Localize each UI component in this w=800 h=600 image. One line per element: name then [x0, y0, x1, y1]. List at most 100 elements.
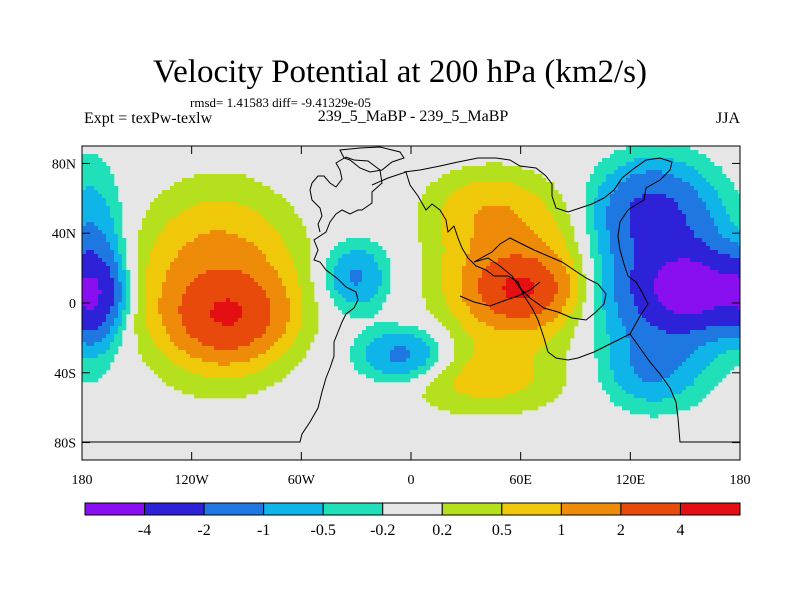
field-cell — [618, 278, 623, 283]
field-cell — [718, 186, 723, 191]
field-cell — [674, 314, 679, 319]
field-cell — [298, 286, 303, 291]
field-cell — [494, 194, 499, 199]
field-cell — [662, 250, 667, 255]
field-cell — [426, 230, 431, 235]
field-cell — [702, 250, 707, 255]
field-cell — [522, 262, 527, 267]
field-cell — [254, 286, 259, 291]
field-cell — [490, 274, 495, 279]
field-cell — [198, 266, 203, 271]
field-cell — [474, 298, 479, 303]
field-cell — [518, 218, 523, 223]
field-cell — [98, 246, 103, 251]
field-cell — [442, 294, 447, 299]
field-cell — [226, 182, 231, 187]
field-cell — [154, 246, 159, 251]
field-cell — [454, 254, 459, 259]
field-cell — [706, 202, 711, 207]
field-cell — [250, 298, 255, 303]
field-cell — [638, 146, 643, 151]
field-cell — [286, 234, 291, 239]
field-cell — [674, 162, 679, 167]
field-cell — [82, 202, 87, 207]
field-cell — [102, 294, 107, 299]
field-cell — [446, 186, 451, 191]
field-cell — [154, 206, 159, 211]
field-cell — [478, 198, 483, 203]
field-cell — [710, 178, 715, 183]
field-cell — [230, 282, 235, 287]
field-cell — [718, 166, 723, 171]
field-cell — [682, 306, 687, 311]
field-cell — [614, 230, 619, 235]
field-cell — [738, 194, 741, 199]
field-cell — [626, 198, 631, 203]
field-cell — [86, 282, 91, 287]
field-cell — [558, 298, 563, 303]
field-cell — [154, 254, 159, 259]
field-cell — [526, 270, 531, 275]
field-cell — [158, 258, 163, 263]
field-cell — [182, 202, 187, 207]
field-cell — [526, 214, 531, 219]
field-cell — [266, 222, 271, 227]
field-cell — [530, 266, 535, 271]
field-cell — [114, 262, 119, 267]
field-cell — [106, 202, 111, 207]
field-cell — [166, 210, 171, 215]
field-cell — [178, 182, 183, 187]
field-cell — [674, 190, 679, 195]
field-cell — [282, 258, 287, 263]
field-cell — [638, 178, 643, 183]
field-cell — [446, 246, 451, 251]
field-cell — [274, 210, 279, 215]
field-cell — [86, 186, 91, 191]
field-cell — [722, 226, 727, 231]
field-cell — [146, 294, 151, 299]
field-cell — [546, 286, 551, 291]
field-cell — [202, 306, 207, 311]
field-cell — [674, 278, 679, 283]
field-cell — [98, 282, 103, 287]
field-cell — [654, 202, 659, 207]
field-cell — [142, 254, 147, 259]
field-cell — [550, 214, 555, 219]
field-cell — [594, 210, 599, 215]
field-cell — [530, 186, 535, 191]
field-cell — [546, 190, 551, 195]
field-cell — [138, 230, 143, 235]
field-cell — [482, 234, 487, 239]
field-cell — [106, 210, 111, 215]
field-cell — [730, 246, 735, 251]
field-cell — [678, 234, 683, 239]
field-cell — [326, 278, 331, 283]
field-cell — [426, 190, 431, 195]
field-cell — [206, 242, 211, 247]
field-cell — [682, 262, 687, 267]
field-cell — [486, 170, 491, 175]
field-cell — [614, 270, 619, 275]
field-cell — [210, 250, 215, 255]
field-cell — [514, 262, 519, 267]
field-cell — [278, 306, 283, 311]
field-cell — [450, 230, 455, 235]
field-cell — [306, 238, 311, 243]
field-cell — [546, 218, 551, 223]
field-cell — [670, 170, 675, 175]
field-cell — [430, 294, 435, 299]
field-cell — [486, 174, 491, 179]
field-cell — [158, 226, 163, 231]
field-cell — [470, 274, 475, 279]
field-cell — [438, 302, 443, 307]
field-cell — [346, 302, 351, 307]
field-cell — [138, 266, 143, 271]
field-cell — [190, 302, 195, 307]
field-cell — [434, 206, 439, 211]
field-cell — [522, 298, 527, 303]
field-cell — [534, 202, 539, 207]
field-cell — [514, 214, 519, 219]
field-cell — [422, 210, 427, 215]
field-cell — [94, 182, 99, 187]
